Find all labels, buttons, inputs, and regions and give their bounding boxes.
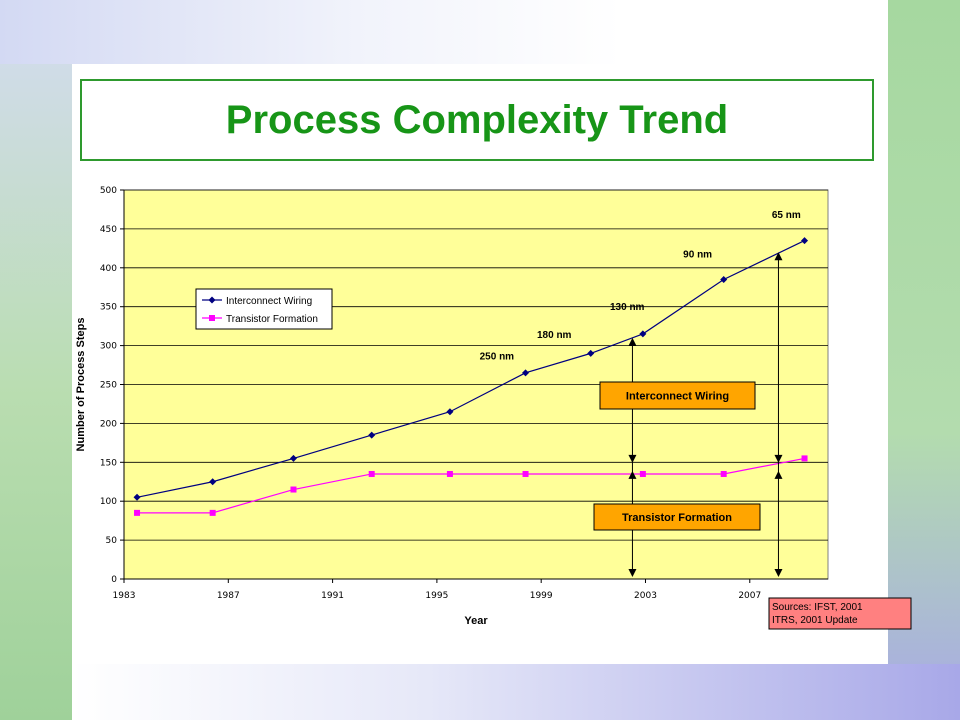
data-point-interconnect xyxy=(446,408,454,416)
data-point-transistor xyxy=(446,470,453,477)
data-point-transistor xyxy=(290,486,297,493)
legend-label: Interconnect Wiring xyxy=(226,296,312,307)
y-tick-label: 400 xyxy=(100,264,117,274)
x-tick-label: 2007 xyxy=(738,591,761,601)
y-tick-label: 150 xyxy=(100,458,117,468)
data-point-transistor xyxy=(522,470,529,477)
data-point-transistor xyxy=(720,470,727,477)
axes xyxy=(123,190,828,580)
x-tick-label: 1995 xyxy=(425,591,448,601)
arrowhead-down xyxy=(774,569,783,577)
y-axis-label: Number of Process Steps xyxy=(75,318,87,452)
y-tick-label: 300 xyxy=(100,342,117,352)
x-tick-label: 1983 xyxy=(113,591,136,601)
data-point-interconnect xyxy=(522,369,530,377)
callout-box xyxy=(593,503,761,531)
x-tick-labels: 1983 1987 1991 1995 1999 2003 2007 xyxy=(113,579,761,601)
sources-rect xyxy=(768,597,912,630)
data-point-interconnect xyxy=(720,275,728,283)
y-tick-label: 250 xyxy=(100,381,117,391)
legend-label: Transistor Formation xyxy=(226,314,318,325)
arrowhead-up xyxy=(774,252,783,261)
arrowhead-up-mid xyxy=(628,470,637,479)
data-point-transistor xyxy=(639,470,646,477)
x-tick-label: 1991 xyxy=(321,591,344,601)
data-point-transistor xyxy=(801,455,808,462)
arrowhead-down-mid xyxy=(628,454,637,463)
data-point-interconnect xyxy=(639,330,647,338)
legend-marker xyxy=(208,296,216,304)
data-point-transistor xyxy=(368,470,375,477)
arrowhead-up xyxy=(628,337,637,346)
series-lines xyxy=(133,237,809,516)
top-decor-band xyxy=(0,0,888,64)
slide-title: Process Complexity Trend xyxy=(225,97,729,142)
y-tick-label: 200 xyxy=(100,419,117,429)
arrowhead-down xyxy=(628,569,637,577)
left-decor-band xyxy=(0,0,72,720)
y-tick-label: 0 xyxy=(111,575,117,585)
data-point-interconnect xyxy=(289,454,297,462)
sources-line: Sources: IFST, 2001 xyxy=(772,602,863,613)
y-tick-labels: 0 50 100 150 200 250 300 350 400 450 500 xyxy=(100,186,117,585)
bottom-decor-band xyxy=(72,664,960,720)
data-point-interconnect xyxy=(587,349,595,357)
node-label: 90 nm xyxy=(683,250,712,261)
chart-legend: Interconnect Wiring Transistor Formation xyxy=(195,288,333,330)
legend-marker xyxy=(209,315,215,321)
y-tick-label: 100 xyxy=(100,497,117,507)
arrowhead-up-mid xyxy=(774,470,783,479)
series-line-0 xyxy=(136,240,805,498)
callout-label: Interconnect Wiring xyxy=(626,391,729,403)
data-point-interconnect xyxy=(368,431,376,439)
title-box: Process Complexity Trend xyxy=(80,79,874,161)
node-label: 180 nm xyxy=(537,330,572,341)
node-label: 250 nm xyxy=(480,352,515,363)
sources-line: ITRS, 2001 Update xyxy=(772,615,858,626)
x-tick-label: 2003 xyxy=(634,591,657,601)
x-tick-label: 1987 xyxy=(217,591,240,601)
callout-box xyxy=(599,381,756,410)
callout-label: Transistor Formation xyxy=(622,512,732,524)
x-axis-label: Year xyxy=(464,615,488,627)
y-tick-label: 450 xyxy=(100,225,117,235)
data-point-interconnect xyxy=(209,478,217,486)
y-tick-label: 50 xyxy=(106,536,118,546)
node-label: 65 nm xyxy=(772,210,801,221)
data-point-transistor xyxy=(209,509,216,516)
data-point-transistor xyxy=(134,509,141,516)
y-tick-label: 350 xyxy=(100,303,117,313)
node-label: 130 nm xyxy=(610,302,645,313)
data-point-interconnect xyxy=(801,237,809,245)
x-tick-label: 1999 xyxy=(530,591,553,601)
node-labels: 250 nm 180 nm 130 nm 90 nm 65 nm xyxy=(480,210,801,363)
y-tick-label: 500 xyxy=(100,186,117,196)
arrowhead-down-mid xyxy=(774,454,783,463)
callout-boxes: Interconnect Wiring Transistor Formation xyxy=(593,381,761,531)
sources-box: Sources: IFST, 2001 ITRS, 2001 Update xyxy=(768,597,912,630)
legend-box xyxy=(195,288,333,330)
data-point-interconnect xyxy=(133,493,141,501)
